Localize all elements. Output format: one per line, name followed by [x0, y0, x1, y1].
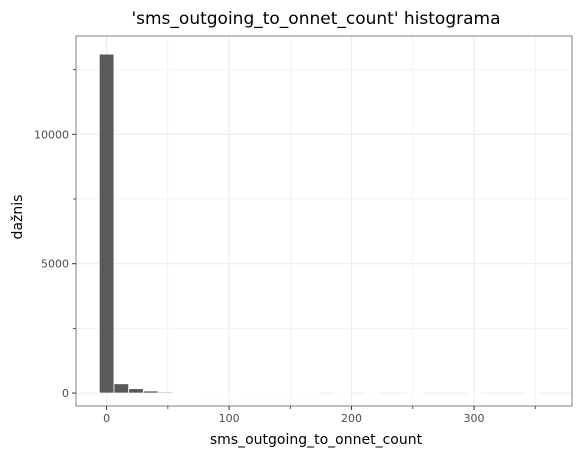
x-tick-label: 100	[219, 412, 240, 425]
histogram-bar	[187, 392, 203, 394]
histogram-bar	[157, 391, 174, 394]
histogram-bar	[304, 392, 321, 395]
histogram-bar	[245, 392, 262, 395]
histogram-bar	[260, 392, 277, 395]
x-tick-label: 0	[103, 412, 110, 425]
histogram-bar	[201, 392, 218, 394]
y-axis-title: dažnis	[10, 195, 26, 240]
histogram-bars	[98, 53, 541, 395]
histogram-bar	[113, 383, 130, 394]
x-tick-label: 300	[464, 412, 485, 425]
histogram-bar	[289, 392, 306, 395]
y-tick-label: 5000	[41, 258, 69, 271]
histogram-bar	[142, 390, 159, 394]
histogram-bar	[466, 392, 482, 395]
histogram-bar	[172, 392, 188, 394]
histogram-bar	[128, 388, 144, 394]
histogram-bar	[275, 392, 291, 395]
histogram-bar	[407, 392, 423, 395]
histogram-bar	[98, 53, 115, 394]
grid-lines	[76, 36, 572, 406]
histogram-bar	[216, 392, 232, 394]
histogram-bar	[334, 392, 350, 395]
histogram-bar	[363, 392, 379, 395]
y-tick-label: 0	[62, 387, 69, 400]
y-tick-label: 10000	[34, 128, 69, 141]
x-tick-label: 200	[341, 412, 362, 425]
x-axis-title: sms_outgoing_to_onnet_count	[210, 432, 423, 448]
histogram-bar	[231, 392, 247, 395]
plot-panel-border	[75, 35, 573, 407]
axes: 0 100 200 300 0 5000 10000	[34, 69, 536, 425]
chart-title: 'sms_outgoing_to_onnet_count' histograma	[131, 9, 500, 29]
histogram-bar	[525, 392, 541, 395]
